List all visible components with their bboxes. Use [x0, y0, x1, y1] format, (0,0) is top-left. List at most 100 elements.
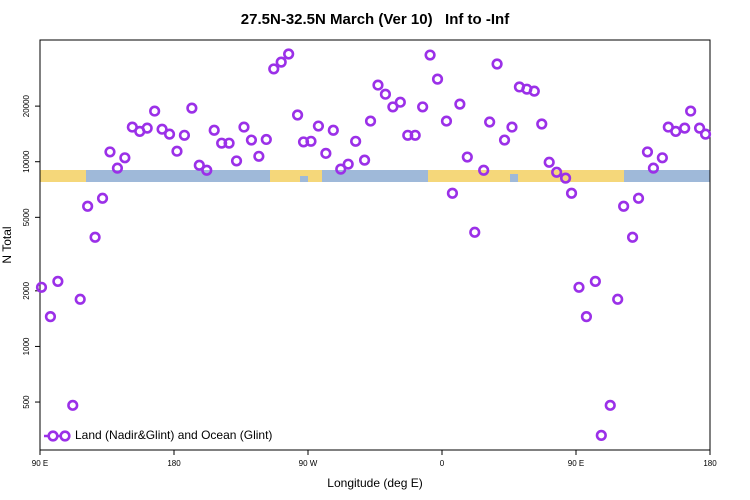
data-point	[35, 281, 48, 293]
x-tick-label: 90 W	[299, 459, 318, 468]
chart-title: 27.5N-32.5N March (Ver 10) Inf to -Inf	[241, 11, 510, 28]
data-point	[364, 115, 377, 127]
data-point	[573, 281, 585, 293]
data-point	[632, 192, 645, 204]
data-point	[417, 101, 429, 113]
x-axis-label: Longitude (deg E)	[327, 476, 422, 490]
data-point	[491, 58, 503, 70]
data-point	[387, 101, 399, 113]
data-point	[342, 158, 354, 170]
data-point	[149, 105, 161, 117]
data-point	[565, 187, 578, 199]
data-point	[604, 399, 616, 411]
data-point	[379, 88, 392, 100]
data-point	[670, 125, 682, 137]
data-point	[641, 146, 654, 158]
data-point	[693, 122, 706, 134]
ocean-band	[510, 174, 518, 182]
data-point	[275, 56, 287, 68]
data-point	[89, 231, 101, 243]
data-point	[647, 162, 660, 174]
data-point	[543, 156, 555, 168]
ocean-band	[322, 170, 428, 182]
y-tick-label: 2000	[22, 281, 31, 299]
data-point	[612, 293, 624, 305]
data-point	[141, 122, 153, 134]
y-axis-label: N Total	[0, 226, 14, 263]
data-point	[394, 96, 406, 108]
data-point	[305, 135, 317, 147]
data-point	[358, 154, 371, 166]
data-point	[469, 226, 481, 238]
data-point	[82, 200, 94, 212]
legend-marker	[59, 430, 71, 442]
data-point	[208, 124, 220, 136]
data-point	[626, 231, 639, 243]
data-point	[528, 85, 540, 97]
data-point	[268, 63, 280, 75]
data-point	[656, 152, 668, 164]
data-point	[178, 129, 191, 141]
data-point	[104, 146, 116, 158]
data-point	[327, 124, 339, 136]
y-tick-label: 500	[22, 395, 31, 409]
data-point	[320, 147, 332, 159]
data-point	[291, 109, 304, 121]
y-tick-label: 10000	[22, 150, 31, 173]
data-point	[186, 102, 198, 114]
data-point	[699, 128, 712, 140]
data-point	[559, 172, 572, 184]
data-point	[67, 399, 79, 411]
data-point	[119, 152, 131, 164]
legend-label: Land (Nadir&Glint) and Ocean (Glint)	[75, 428, 272, 442]
data-point	[230, 155, 243, 167]
data-point	[484, 116, 496, 128]
ocean-band	[300, 176, 308, 182]
surface-strip	[40, 170, 710, 182]
data-point	[498, 134, 511, 146]
data-point	[171, 145, 183, 157]
data-point	[461, 151, 473, 163]
data-point	[156, 123, 168, 135]
data-point	[589, 275, 601, 287]
legend-marker	[47, 430, 59, 442]
land-band	[40, 170, 86, 182]
data-point	[446, 187, 459, 199]
land-band	[428, 170, 624, 182]
data-point	[679, 122, 691, 134]
data-point	[335, 163, 347, 175]
land-band	[270, 170, 322, 182]
data-point	[440, 115, 453, 127]
data-point	[372, 79, 384, 91]
y-tick-label: 1000	[22, 337, 31, 355]
data-point	[260, 133, 272, 146]
data-point	[536, 118, 548, 130]
data-point	[223, 137, 235, 149]
data-point	[238, 121, 250, 133]
data-point	[409, 129, 421, 141]
data-point	[96, 192, 109, 204]
data-point	[618, 200, 630, 212]
data-point	[595, 429, 607, 441]
data-point	[478, 164, 490, 176]
x-tick-label: 180	[167, 459, 181, 468]
data-point	[685, 105, 697, 117]
x-tick-label: 90 E	[32, 459, 48, 468]
ocean-band	[86, 170, 270, 182]
data-point	[111, 162, 124, 174]
data-point	[163, 128, 176, 140]
data-point	[201, 164, 213, 176]
data-point	[506, 121, 518, 133]
x-tick-label: 180	[703, 459, 717, 468]
data-point	[580, 311, 593, 323]
data-point	[424, 49, 436, 61]
data-point	[431, 73, 444, 85]
data-point	[253, 150, 265, 162]
data-point	[44, 311, 57, 323]
data-point	[283, 48, 295, 60]
x-tick-label: 0	[440, 459, 445, 468]
x-tick-label: 90 E	[568, 459, 584, 468]
y-tick-label: 5000	[22, 208, 31, 226]
data-point	[52, 275, 64, 287]
